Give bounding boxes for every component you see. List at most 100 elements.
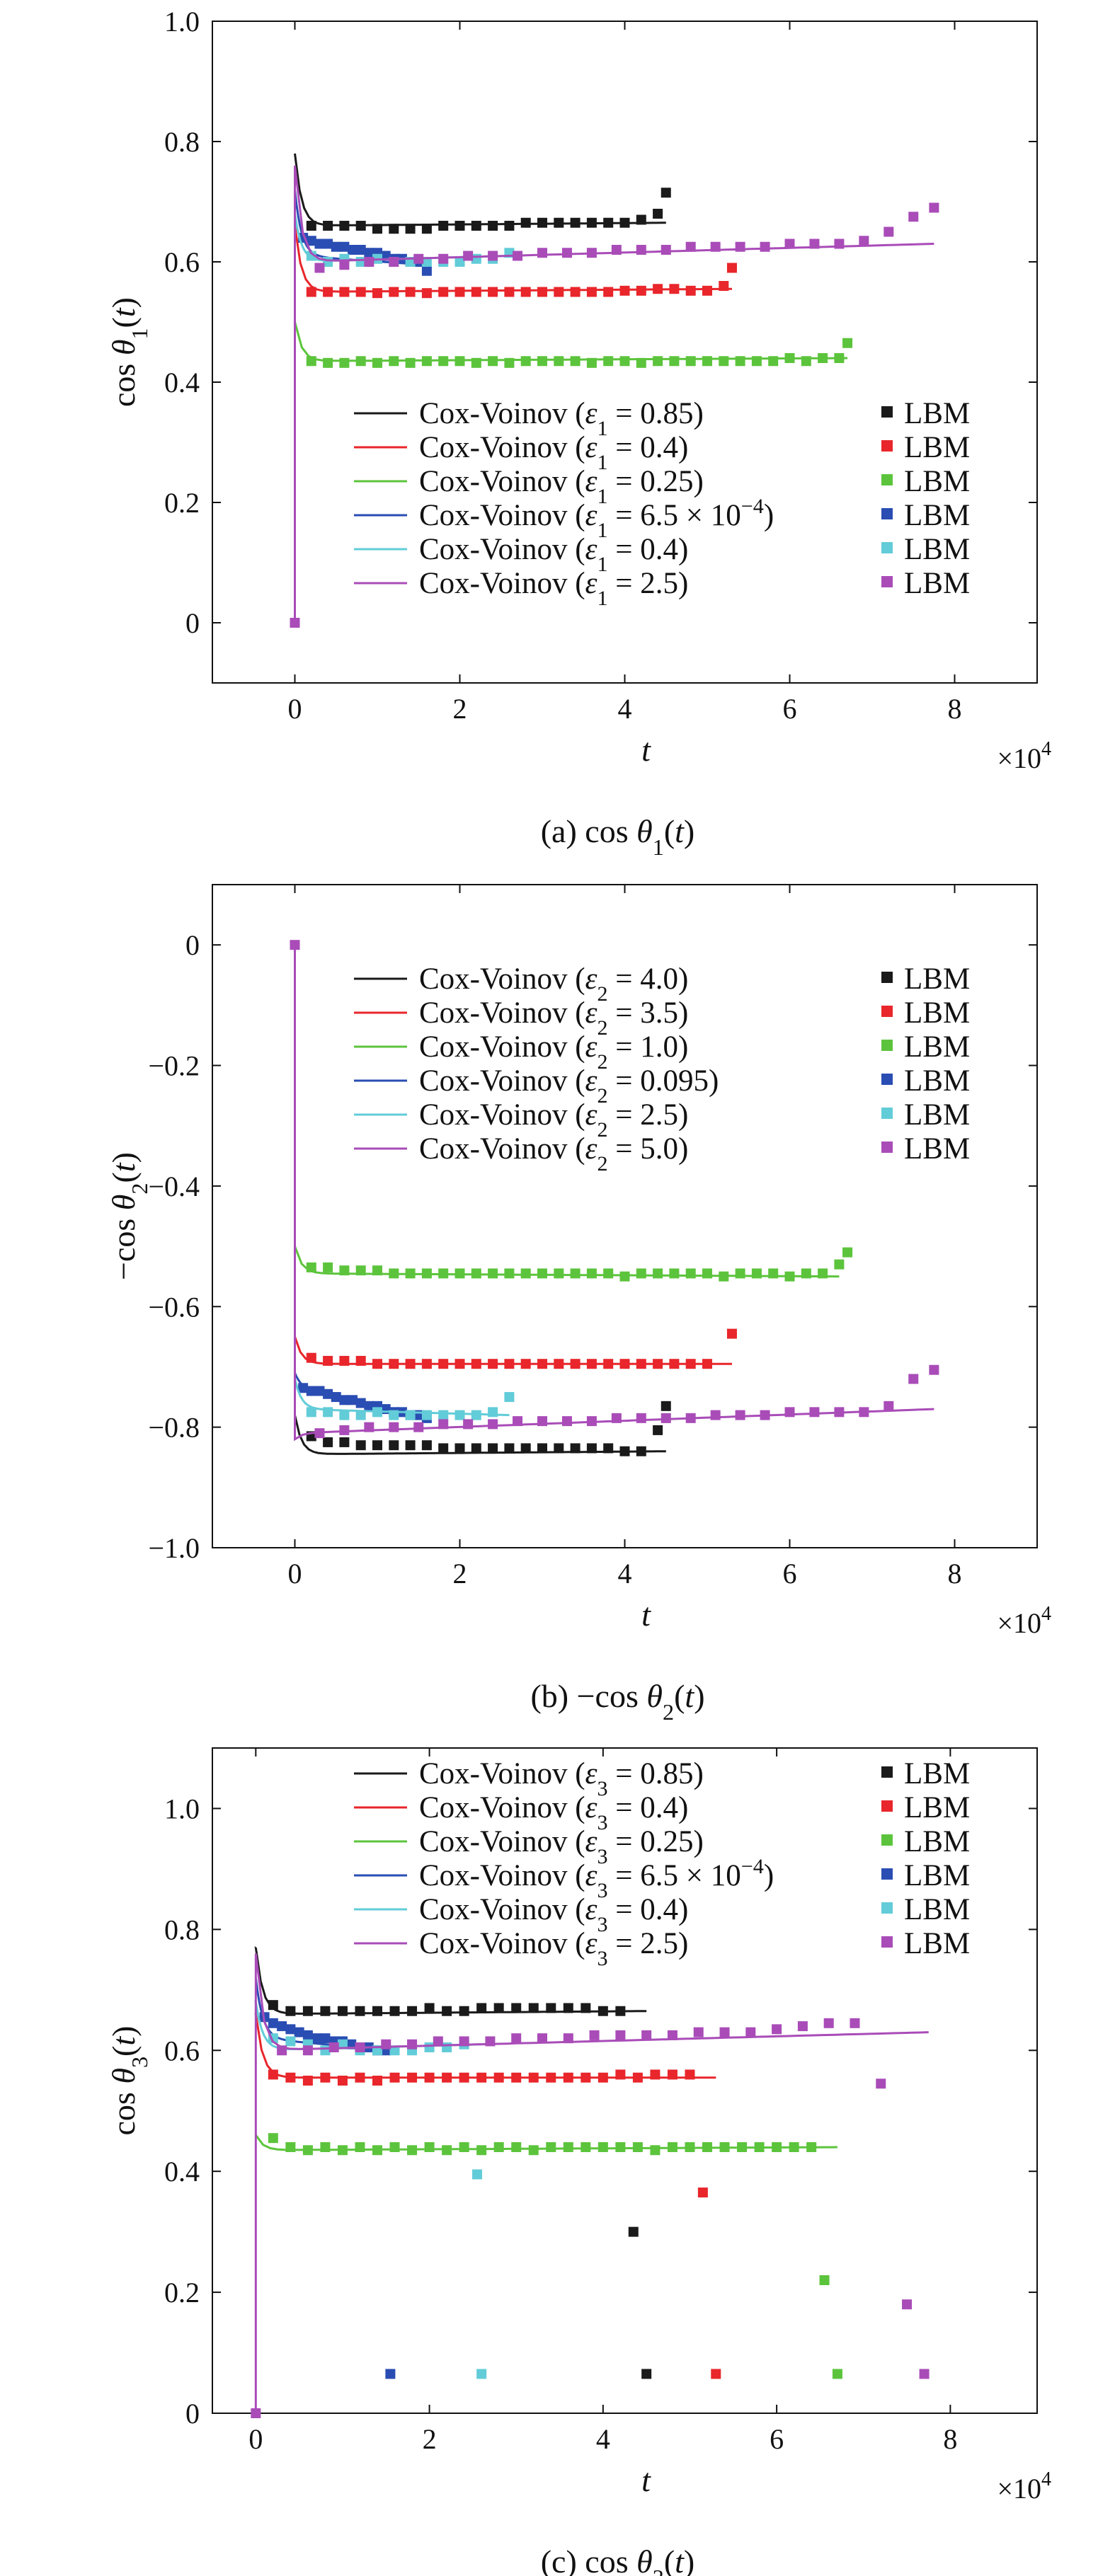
lbm-point [421, 356, 432, 367]
lbm-point [407, 2072, 418, 2083]
lbm-point [268, 2069, 278, 2080]
legend-label-text: Cox-Voinov ( [419, 1030, 585, 1064]
lbm-point [339, 260, 350, 270]
lbm-point [438, 1410, 449, 1420]
lbm-point [306, 221, 316, 231]
lbm-point [819, 2275, 830, 2285]
y-tick-label: 0.4 [164, 367, 200, 398]
series-cyan [254, 1999, 487, 2379]
lbm-point [459, 2036, 469, 2047]
lbm-point [389, 1422, 399, 1432]
lbm-point [685, 241, 696, 252]
lbm-point [488, 1443, 498, 1454]
x-tick-label: 6 [783, 1558, 797, 1589]
lbm-point [471, 1443, 481, 1454]
lbm-point [641, 2030, 652, 2040]
lbm-point [348, 245, 358, 255]
legend-label-subscript: 1 [597, 518, 607, 542]
lbm-point [586, 217, 597, 228]
lbm-point [488, 1407, 498, 1418]
lbm-point [389, 1268, 399, 1279]
panel-caption-subscript: 1 [653, 834, 664, 860]
legend-label-symbol: ε [585, 1064, 597, 1098]
lbm-point [306, 1386, 316, 1396]
panel-caption-var: t [685, 1678, 694, 1714]
lbm-point [669, 356, 680, 367]
lbm-point [511, 2003, 522, 2013]
lbm-point [632, 2072, 643, 2083]
lbm-point [493, 2142, 504, 2152]
lbm-point [589, 2030, 600, 2040]
legend-label-text: Cox-Voinov ( [419, 1757, 585, 1790]
lbm-point [389, 257, 399, 267]
legend-label-symbol: ε [585, 499, 597, 532]
x-axis-label: t [641, 2462, 651, 2498]
lbm-point [511, 2033, 522, 2044]
lbm-point [290, 618, 300, 628]
lbm-point [413, 253, 424, 264]
lbm-point [277, 2045, 287, 2056]
lbm-point [619, 1446, 630, 1456]
lbm-point [504, 357, 515, 368]
legend-label-text: Cox-Voinov ( [419, 431, 585, 464]
lbm-point [355, 1265, 366, 1276]
lbm-point [859, 236, 869, 246]
legend-lbm-label: LBM [904, 1030, 970, 1064]
legend-label: Cox-Voinov (ε1 = 0.25) [419, 465, 704, 508]
lbm-point [405, 1268, 416, 1279]
y-axis-label-text: cos [105, 355, 142, 407]
lbm-point [537, 356, 547, 367]
lbm-point [421, 1268, 432, 1279]
lbm-point [323, 357, 333, 368]
lbm-point [685, 1268, 696, 1279]
lbm-point [306, 356, 316, 367]
legend-marker [881, 1074, 893, 1085]
lbm-point [636, 1268, 646, 1279]
lbm-point [603, 217, 614, 228]
lbm-point [537, 1359, 547, 1369]
lbm-point [337, 2039, 348, 2049]
lbm-point [320, 2033, 331, 2044]
legend-label-text: Cox-Voinov ( [419, 465, 585, 498]
lbm-point [285, 2036, 296, 2047]
legend-lbm-label: LBM [904, 1132, 970, 1166]
lbm-point [908, 1374, 919, 1384]
lbm-point [661, 1401, 671, 1411]
lbm-point [619, 285, 630, 296]
lbm-point [372, 357, 382, 368]
lbm-point [268, 2000, 278, 2011]
lbm-point [563, 2072, 573, 2083]
lbm-point [834, 1407, 845, 1418]
lbm-point [405, 287, 416, 297]
legend-label-subscript: 3 [597, 1912, 607, 1936]
legend-marker [881, 508, 893, 519]
lbm-point [389, 2142, 400, 2152]
legend-label: Cox-Voinov (ε2 = 2.5) [419, 1098, 688, 1142]
lbm-point [520, 217, 531, 228]
lbm-point [421, 1440, 432, 1451]
lbm-point [285, 2006, 296, 2016]
lbm-point [669, 1359, 680, 1369]
lbm-point [528, 2145, 539, 2156]
lbm-point [520, 356, 531, 367]
legend-label-symbol: ε [585, 1859, 597, 1892]
legend-marker [881, 1766, 893, 1778]
cox-voinov-curve [254, 1953, 929, 2413]
lbm-point [823, 2018, 834, 2028]
legend-label-symbol: ε [585, 1098, 597, 1132]
lbm-point [323, 1262, 333, 1272]
lbm-point [586, 1443, 597, 1454]
panel-caption-text: ( [664, 813, 675, 849]
lbm-point [285, 2142, 296, 2152]
legend-marker [881, 1902, 893, 1914]
lbm-point [615, 2030, 626, 2040]
lbm-point [405, 1440, 416, 1451]
panel-caption-text: ( [664, 2543, 675, 2576]
cox-voinov-curve [294, 213, 510, 262]
lbm-point [619, 1359, 630, 1369]
lbm-point [381, 2039, 391, 2049]
lbm-point [650, 2145, 661, 2156]
y-tick-label: −0.4 [148, 1171, 200, 1202]
y-tick-label: 0.4 [164, 2156, 200, 2187]
lbm-point [667, 2069, 677, 2080]
